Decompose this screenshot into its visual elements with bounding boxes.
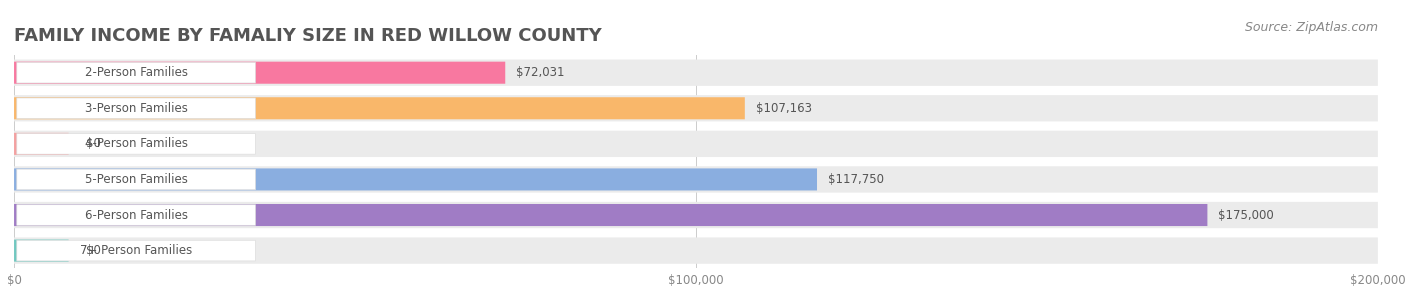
FancyBboxPatch shape: [14, 237, 1378, 264]
Text: $175,000: $175,000: [1219, 209, 1274, 221]
Text: Source: ZipAtlas.com: Source: ZipAtlas.com: [1244, 21, 1378, 34]
FancyBboxPatch shape: [17, 169, 256, 190]
FancyBboxPatch shape: [14, 97, 745, 119]
FancyBboxPatch shape: [14, 240, 69, 262]
FancyBboxPatch shape: [14, 202, 1378, 228]
Text: $117,750: $117,750: [828, 173, 884, 186]
Text: 5-Person Families: 5-Person Families: [84, 173, 187, 186]
FancyBboxPatch shape: [14, 166, 1378, 193]
FancyBboxPatch shape: [14, 168, 817, 190]
FancyBboxPatch shape: [17, 63, 256, 83]
Text: $0: $0: [86, 244, 101, 257]
FancyBboxPatch shape: [14, 204, 1208, 226]
FancyBboxPatch shape: [14, 95, 1378, 121]
FancyBboxPatch shape: [17, 240, 256, 261]
FancyBboxPatch shape: [17, 134, 256, 154]
Text: FAMILY INCOME BY FAMALIY SIZE IN RED WILLOW COUNTY: FAMILY INCOME BY FAMALIY SIZE IN RED WIL…: [14, 27, 602, 45]
FancyBboxPatch shape: [17, 98, 256, 119]
FancyBboxPatch shape: [14, 59, 1378, 86]
Text: $0: $0: [86, 137, 101, 150]
Text: $107,163: $107,163: [756, 102, 811, 115]
Text: $72,031: $72,031: [516, 66, 565, 79]
Text: 4-Person Families: 4-Person Families: [84, 137, 187, 150]
FancyBboxPatch shape: [14, 131, 1378, 157]
FancyBboxPatch shape: [14, 133, 69, 155]
FancyBboxPatch shape: [17, 205, 256, 225]
Text: 3-Person Families: 3-Person Families: [84, 102, 187, 115]
FancyBboxPatch shape: [14, 62, 505, 84]
Text: 6-Person Families: 6-Person Families: [84, 209, 187, 221]
Text: 7+ Person Families: 7+ Person Families: [80, 244, 193, 257]
Text: 2-Person Families: 2-Person Families: [84, 66, 187, 79]
